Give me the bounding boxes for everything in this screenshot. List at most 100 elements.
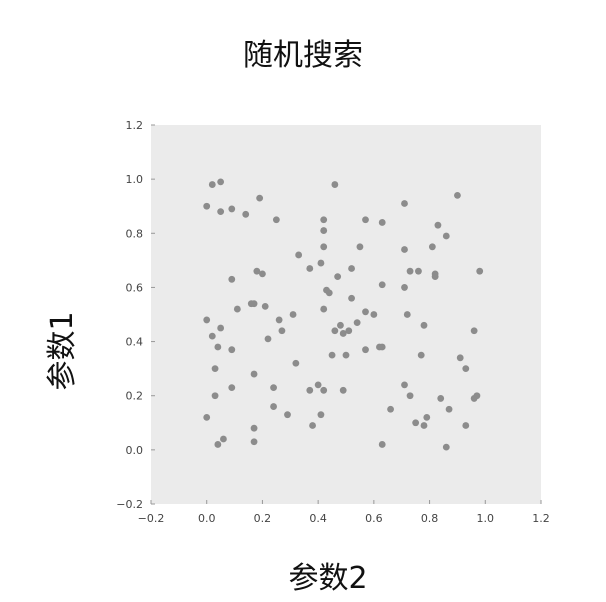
scatter-point — [320, 227, 328, 234]
scatter-point — [314, 381, 322, 389]
y-tick-label: 0.8 — [126, 227, 144, 240]
scatter-point — [378, 441, 386, 448]
scatter-point — [306, 386, 314, 394]
scatter-point — [317, 259, 325, 267]
scatter-point — [348, 265, 355, 272]
scatter-point — [203, 202, 211, 210]
scatter-point — [445, 405, 453, 413]
scatter-point — [228, 384, 236, 391]
scatter-point — [415, 267, 422, 275]
scatter-point — [320, 386, 328, 394]
x-tick-label: 1.2 — [532, 512, 550, 525]
scatter-point — [295, 251, 303, 259]
y-tick-label: 0.2 — [126, 390, 144, 403]
scatter-point — [378, 219, 386, 226]
scatter-point — [339, 386, 347, 394]
scatter-point — [456, 354, 464, 362]
scatter-point — [264, 335, 272, 343]
x-tick-label: 1.0 — [477, 512, 495, 525]
scatter-point — [208, 181, 216, 188]
scatter-point — [378, 281, 386, 289]
scatter-point — [270, 384, 277, 391]
scatter-point — [328, 351, 336, 359]
scatter-point — [473, 392, 481, 400]
scatter-point — [250, 438, 258, 446]
scatter-point — [217, 178, 225, 186]
x-tick-label: 0.6 — [365, 512, 383, 525]
scatter-point — [250, 300, 258, 308]
scatter-point — [306, 265, 314, 272]
x-axis-label: 参数2 — [288, 561, 368, 596]
scatter-point — [278, 327, 286, 335]
scatter-point — [462, 365, 470, 373]
scatter-point — [211, 365, 219, 373]
scatter-point — [203, 316, 211, 324]
scatter-point — [289, 311, 297, 318]
scatter-point — [331, 327, 339, 335]
scatter-point — [270, 403, 277, 410]
scatter-point — [342, 351, 350, 359]
scatter-point — [420, 422, 428, 429]
scatter-point — [250, 424, 258, 432]
y-tick-label: 0.0 — [126, 444, 144, 457]
scatter-point — [331, 181, 339, 188]
y-tick-label: 1.0 — [126, 173, 144, 186]
scatter-point — [259, 270, 266, 278]
scatter-point — [423, 413, 431, 421]
x-tick-label: 0.4 — [309, 512, 327, 525]
scatter-point — [406, 392, 414, 400]
scatter-point — [387, 405, 394, 413]
scatter-point — [462, 422, 470, 429]
y-tick-label: 0.6 — [126, 281, 144, 294]
scatter-point — [353, 319, 361, 327]
scatter-point — [370, 311, 378, 318]
scatter-point — [362, 308, 369, 316]
scatter-point — [309, 422, 316, 429]
scatter-point — [325, 289, 333, 297]
scatter-point — [401, 381, 408, 389]
scatter-point — [437, 395, 445, 402]
scatter-point — [250, 370, 258, 378]
scatter-point — [214, 343, 222, 351]
scatter-point — [217, 208, 225, 216]
scatter-point — [220, 435, 227, 443]
plot-area — [151, 125, 541, 504]
scatter-point — [228, 275, 236, 283]
scatter-point — [334, 273, 342, 280]
x-tick-label: 0.0 — [198, 512, 216, 525]
y-tick-label: 1.2 — [126, 119, 144, 132]
scatter-point — [417, 351, 425, 359]
scatter-point — [320, 305, 328, 313]
y-axis-label: 参数1 — [45, 311, 80, 391]
scatter-point — [339, 330, 347, 337]
scatter-point — [406, 267, 414, 275]
scatter-point — [362, 346, 369, 354]
scatter-point — [228, 205, 236, 213]
scatter-point — [431, 270, 439, 278]
scatter-point — [412, 419, 420, 427]
scatter-point — [378, 343, 386, 351]
scatter-point — [233, 305, 241, 313]
scatter-point — [211, 392, 219, 400]
scatter-point — [401, 284, 408, 291]
scatter-point — [242, 210, 250, 218]
scatter-point — [442, 232, 450, 240]
scatter-point — [208, 332, 216, 340]
scatter-point — [320, 243, 328, 251]
y-tick-label: 0.4 — [126, 336, 144, 349]
scatter-point — [203, 413, 211, 421]
scatter-point — [284, 411, 291, 419]
scatter-point — [356, 243, 364, 251]
x-tick-label: 0.2 — [254, 512, 272, 525]
scatter-point — [434, 221, 442, 229]
scatter-point — [320, 216, 328, 224]
scatter-point — [362, 216, 369, 224]
scatter-point — [228, 346, 236, 354]
scatter-point — [337, 321, 344, 329]
scatter-point — [275, 316, 283, 324]
scatter-point — [420, 321, 428, 329]
x-tick-label: 0.8 — [421, 512, 439, 525]
chart-title: 随机搜索 — [243, 38, 363, 73]
